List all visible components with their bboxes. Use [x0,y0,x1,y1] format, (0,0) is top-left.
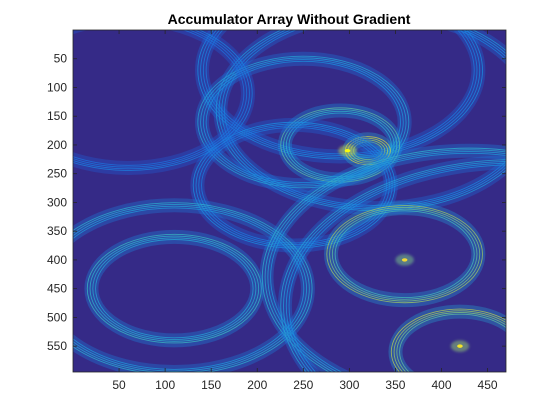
accumulator-ring-9-3 [73,30,250,170]
accumulator-ring-3-1 [205,60,401,184]
x-axis: 50 100 150 200 250 300 350 400 450 [112,30,498,392]
accumulator-ring-12-1 [334,210,475,299]
accumulator-ring-1-3 [200,30,481,158]
x-tick-label: 400 [431,378,451,392]
accumulator-ring-7-3 [89,235,260,342]
x-tick-label: 450 [478,378,498,392]
y-tick-label: 500 [47,310,67,324]
accumulator-ring-12-3 [329,206,481,302]
x-tick-label: 350 [385,378,405,392]
accumulator-ring-10-3 [264,149,506,372]
accumulator-ring-9-1 [73,30,245,166]
x-tick-label: 300 [339,378,359,392]
chart-title: Accumulator Array Without Gradient [168,11,411,27]
accumulator-band-4 [277,103,403,187]
accumulator-ring-9-4 [73,30,253,171]
x-tick-label: 250 [293,378,313,392]
accumulator-ring-4-4 [280,107,401,183]
accumulator-band-11 [277,155,506,372]
y-tick-label: 450 [47,282,67,296]
accumulator-ring-3-2 [202,59,404,185]
accumulator-band-1 [195,30,486,164]
accumulator-band-10 [259,143,506,372]
accumulator-ring-11-3 [283,161,506,372]
accumulator-ring-3-4 [197,55,410,189]
peak-1 [344,148,351,153]
accumulator-band-9 [73,30,256,175]
accumulator-ring-3-3 [200,57,407,187]
accumulator-ring-12-4 [326,205,483,304]
accumulator-band-12 [323,201,486,308]
accumulator-ring-2-2 [221,30,506,208]
accumulator-ring-8-1 [73,207,305,370]
accumulator-ring-8-4 [73,202,313,372]
accumulator-band-3 [194,51,412,193]
accumulator-ring-7-1 [95,239,254,339]
accumulator-ring-8-3 [73,204,310,372]
x-tick-label: 100 [155,378,175,392]
y-tick-label: 350 [47,224,67,238]
accumulator-marks [73,30,506,372]
accumulator-ring-13-1 [399,313,506,372]
accumulator-ring-11-2 [285,162,506,372]
accumulator-ring-12-2 [331,208,478,300]
plot-frame [72,29,507,373]
peak-2 [401,258,408,262]
accumulator-ring-1-4 [197,30,483,160]
accumulator-ring-10-2 [267,151,506,372]
y-axis: 50 100 150 200 250 300 350 400 450 500 550 [47,52,506,353]
x-tick-label: 200 [247,378,267,392]
accumulator-ring-10-1 [270,152,506,372]
accumulator-ring-13-2 [396,312,506,372]
accumulator-ring-9-2 [73,30,248,168]
accumulator-ring-7-4 [86,233,262,344]
accumulator-ring-1-2 [202,30,478,157]
y-tick-label: 150 [47,109,67,123]
accumulator-ring-6-4 [192,121,396,249]
accumulator-ring-6-2 [198,125,390,246]
accumulator-ring-7-2 [92,237,257,340]
y-tick-label: 550 [47,339,67,353]
accumulator-band-7 [84,229,265,348]
y-tick-label: 300 [47,195,67,209]
y-tick-label: 250 [47,167,67,181]
x-tick-label: 150 [201,378,221,392]
y-tick-label: 100 [47,80,67,94]
y-tick-label: 50 [54,52,68,66]
accumulator-ring-10-4 [261,147,506,372]
accumulator-ring-13-3 [393,310,506,372]
accumulator-ring-11-1 [288,164,506,372]
accumulator-band-13 [388,304,506,372]
peak-3 [457,344,463,348]
y-tick-label: 200 [47,138,67,152]
x-tick-label: 50 [112,378,126,392]
accumulator-ring-4-1 [288,112,392,178]
accumulator-ring-2-1 [224,30,506,207]
y-tick-label: 400 [47,253,67,267]
accumulator-ring-13-4 [390,308,506,372]
accumulator-ring-11-4 [280,159,506,372]
accumulator-ring-8-2 [73,205,307,372]
